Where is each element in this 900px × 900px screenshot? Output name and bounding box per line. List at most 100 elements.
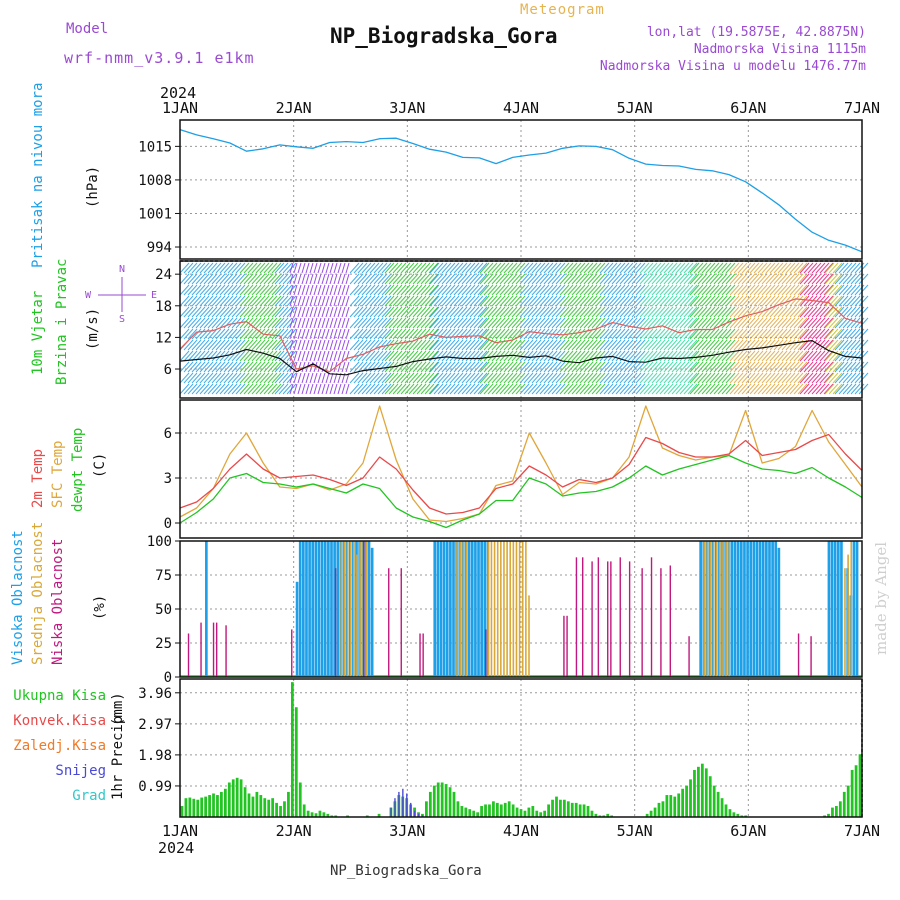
wind-barb — [639, 383, 650, 395]
wind-barb — [449, 284, 460, 296]
wind-barb — [781, 339, 792, 351]
wind-barb — [647, 262, 658, 274]
wind-barb — [611, 262, 622, 274]
wind-barb — [305, 284, 310, 296]
wind-barb — [309, 317, 314, 329]
wind-barb — [850, 350, 861, 362]
wind-barb — [595, 328, 606, 340]
wind-barb — [663, 372, 674, 384]
wind-barb — [511, 295, 522, 307]
wind-barb — [309, 295, 314, 307]
wind-barb — [834, 350, 845, 362]
wind-barb — [429, 273, 440, 285]
wind-barb — [461, 273, 472, 285]
wind-barb — [361, 306, 372, 318]
wind-barb — [473, 295, 484, 307]
top-year-label: 2024 — [160, 84, 196, 102]
wind-barb — [579, 350, 590, 362]
cloud-high-bar — [771, 541, 774, 677]
wind-barb — [491, 306, 502, 318]
wind-barb — [741, 339, 752, 351]
wind-barb — [231, 284, 242, 296]
precip-total-bar — [227, 782, 231, 817]
wind-barb — [247, 350, 258, 362]
wind-barb — [765, 361, 776, 373]
bottom-tick-label: 2JAN — [276, 822, 312, 840]
wind-barb — [293, 273, 298, 285]
wind-barb — [179, 372, 190, 384]
wind-barb — [547, 350, 558, 362]
wind-barb — [235, 328, 246, 340]
cloud-high-bar — [774, 541, 778, 677]
wind-barb — [211, 339, 222, 351]
wind-barb — [705, 306, 716, 318]
wind-barb — [815, 383, 826, 395]
wind-barb — [487, 306, 498, 318]
top-tick-label: 5JAN — [617, 99, 653, 117]
wind-barb — [353, 284, 364, 296]
cloud-mid-bar — [509, 541, 512, 677]
wind-barb — [357, 284, 368, 296]
wind-barb — [579, 273, 590, 285]
wind-barb — [575, 328, 586, 340]
wind-barb — [811, 262, 822, 274]
wind-barb — [317, 317, 322, 329]
wind-barb — [587, 284, 598, 296]
wind-barb — [819, 284, 830, 296]
cloud-low-bar — [566, 615, 568, 677]
wind-barb — [420, 306, 431, 318]
wind-barb — [803, 262, 814, 274]
wind-barb — [278, 372, 289, 384]
wind-barb — [396, 284, 407, 296]
wind-barb — [725, 383, 736, 395]
cloud-high-bar — [442, 541, 446, 677]
wind-barb — [846, 273, 857, 285]
wind-barb — [587, 295, 598, 307]
wind-barb — [337, 273, 342, 285]
pressure-ylabel: Pritisak na nivou mora — [30, 83, 46, 268]
wind-barb — [408, 339, 419, 351]
wind-barb — [797, 361, 808, 373]
wind-barb — [219, 317, 230, 329]
wind-barb — [255, 383, 266, 395]
wind-barb — [543, 284, 554, 296]
wind-barb — [635, 295, 646, 307]
wind-barb — [179, 383, 190, 395]
wind-barb — [211, 383, 222, 395]
y-tick-label: 6 — [164, 426, 172, 442]
wind-barb — [619, 262, 630, 274]
wind-barb — [777, 317, 788, 329]
wind-barb — [757, 317, 768, 329]
precip-total-bar — [574, 802, 578, 817]
wind-barb — [384, 383, 395, 395]
wind-barb — [603, 339, 614, 351]
wind-barb — [384, 262, 395, 274]
wind-barb — [671, 284, 682, 296]
wind-barb — [639, 273, 650, 285]
wind-barb — [599, 295, 610, 307]
wind-barb — [797, 350, 808, 362]
wind-barb — [408, 262, 419, 274]
wind-barb — [223, 284, 234, 296]
wind-barb — [824, 350, 835, 362]
precip-total-bar — [673, 796, 677, 817]
wind-barb — [675, 306, 686, 318]
wind-barb — [571, 361, 582, 373]
wind-barb — [345, 317, 350, 329]
wind-barb — [659, 262, 670, 274]
cloud-high-bar — [765, 541, 768, 677]
wind-barb — [846, 317, 857, 329]
wind-barb — [396, 372, 407, 384]
wind-barb — [263, 372, 274, 384]
wind-barb — [449, 317, 460, 329]
wind-barb — [555, 361, 566, 373]
wind-barb — [659, 372, 670, 384]
wind-barb — [479, 284, 490, 296]
wind-barb — [428, 383, 439, 395]
wind-barb — [663, 284, 674, 296]
wind-barb — [815, 350, 826, 362]
precip-total-bar — [720, 798, 724, 817]
wind-barb — [797, 306, 808, 318]
wind-barb — [313, 383, 318, 395]
wind-barb — [503, 262, 514, 274]
